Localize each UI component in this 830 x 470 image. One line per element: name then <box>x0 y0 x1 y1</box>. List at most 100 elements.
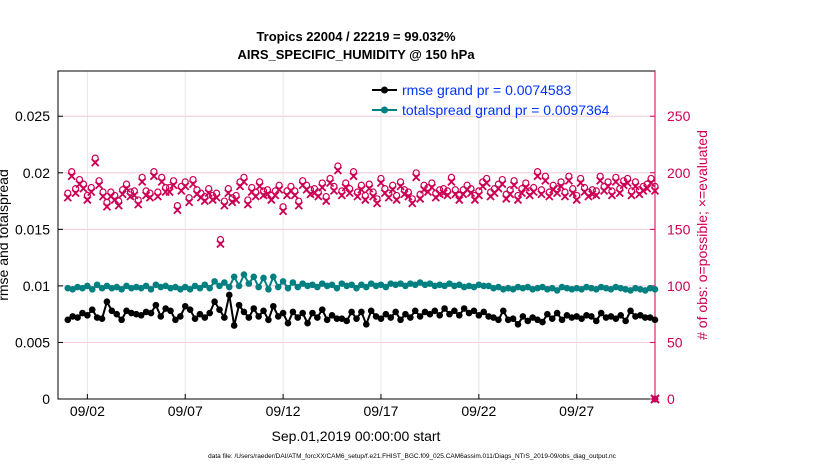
obs-evaluated-point <box>451 190 460 199</box>
totalspread-point <box>592 285 600 293</box>
obs-possible-point <box>326 174 334 183</box>
totalspread-point <box>177 285 184 293</box>
x-tick-label: 09/07 <box>168 403 203 419</box>
rmse-point <box>245 314 253 321</box>
obs-possible-point <box>580 183 589 192</box>
totalspread-point <box>270 273 277 281</box>
obs-possible-point <box>569 185 577 193</box>
grid <box>58 71 655 399</box>
obs-possible-point <box>349 168 358 176</box>
rmse-point <box>191 315 199 322</box>
rmse-point <box>646 314 654 321</box>
obs-possible-point <box>498 175 506 184</box>
left-tick-label: 0.01 <box>23 278 50 294</box>
totalspread-point <box>98 284 106 292</box>
obs-possible-point <box>620 177 628 185</box>
rmse-point <box>358 308 365 316</box>
rmse-point <box>607 313 615 320</box>
obs-evaluated-point <box>592 191 601 200</box>
obs-possible-point <box>244 196 252 204</box>
obs-possible-point <box>99 188 107 196</box>
totalspread-point <box>118 285 125 293</box>
rmse-point <box>509 315 517 322</box>
obs-evaluated-point <box>216 239 225 249</box>
rmse-point <box>270 302 277 310</box>
rmse-point <box>304 319 311 327</box>
legend-spread-marker <box>381 106 388 114</box>
rmse-point <box>240 308 248 316</box>
rmse-point <box>480 308 488 316</box>
rmse-point <box>167 307 174 315</box>
obs-possible-point <box>95 177 103 185</box>
totalspread-point <box>216 282 223 290</box>
obs-evaluated-point <box>639 186 648 196</box>
totalspread-point <box>186 285 194 293</box>
obs-possible-point <box>342 179 350 187</box>
rmse-point <box>137 312 145 319</box>
totalspread-point <box>651 285 659 293</box>
obs-possible-point <box>557 178 565 186</box>
totalspread-point <box>362 283 370 291</box>
obs-possible-point <box>545 188 553 196</box>
obs-zero-marker-dot <box>651 395 659 403</box>
totalspread-point <box>299 280 306 287</box>
totalspread-point <box>255 283 262 291</box>
rmse-point <box>397 316 404 324</box>
obs-evaluated-point <box>208 195 217 205</box>
obs-evaluated-point <box>392 195 401 205</box>
obs-possible-point <box>224 185 232 193</box>
totalspread-point <box>230 273 238 281</box>
obs-evaluated-point <box>533 172 542 181</box>
rmse-point <box>637 312 644 319</box>
obs-possible-point <box>631 178 640 186</box>
totalspread-point <box>103 282 111 290</box>
obs-evaluated-point <box>275 185 284 194</box>
totalspread-point <box>627 287 634 294</box>
totalspread-point <box>84 282 91 290</box>
obs-evaluated-point <box>341 183 350 192</box>
obs-possible-point <box>318 179 326 187</box>
obs-possible-point <box>573 191 581 200</box>
obs-evaluated-point <box>263 190 272 199</box>
obs-possible-point <box>158 173 166 181</box>
rmse-point <box>617 312 625 319</box>
obs-evaluated-point <box>643 184 652 193</box>
obs-possible-point <box>627 187 636 195</box>
series-layer <box>63 154 660 404</box>
obs-possible-point <box>565 172 573 180</box>
totalspread-point <box>245 280 253 287</box>
rmse-point <box>353 315 360 322</box>
totalspread-point <box>250 273 258 281</box>
obs-evaluated-point <box>427 183 436 192</box>
obs-possible-point <box>334 162 342 170</box>
rmse-point <box>382 310 390 318</box>
obs-evaluated-point <box>572 195 581 205</box>
left-axis-ticks: 0 0.005 0.01 0.015 0.02 0.025 <box>15 108 63 407</box>
obs-possible-point <box>189 175 197 184</box>
obs-possible-point <box>122 180 131 188</box>
obs-evaluated-point <box>439 189 448 198</box>
obs-possible-point <box>365 180 373 188</box>
rmse-point <box>279 309 287 317</box>
rmse-point <box>597 309 605 317</box>
totalspread-point <box>441 282 448 290</box>
rmse-point <box>284 319 292 327</box>
totalspread-point <box>79 284 86 292</box>
totalspread-point <box>485 282 492 290</box>
totalspread-point <box>426 280 434 287</box>
obs-evaluated-point <box>349 172 358 181</box>
obs-evaluated-point <box>345 189 354 198</box>
obs-evaluated-point <box>228 198 237 207</box>
obs-evaluated-point <box>67 172 76 181</box>
legend-spread-label: totalspread grand pr = 0.0097364 <box>402 102 610 118</box>
obs-evaluated-point <box>576 178 585 188</box>
totalspread-point <box>318 280 326 287</box>
rmse-point <box>225 291 233 299</box>
title-line-2: AIRS_SPECIFIC_HUMIDITY @ 150 hPa <box>237 47 475 62</box>
obs-possible-point <box>377 174 385 183</box>
totalspread-point <box>314 283 321 291</box>
obs-evaluated-point <box>466 189 476 198</box>
obs-possible-point <box>142 187 150 195</box>
rmse-point <box>411 307 419 315</box>
obs-evaluated-point <box>361 195 370 205</box>
